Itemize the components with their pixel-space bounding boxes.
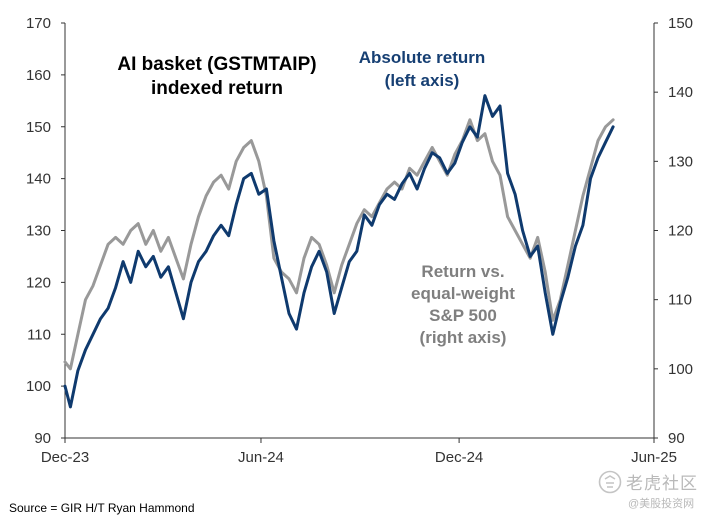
chart-series xyxy=(63,94,615,409)
chart-subtitle: indexed return xyxy=(151,78,283,99)
right-tick-label: 130 xyxy=(668,153,693,170)
absolute-return-axis-note: (left axis) xyxy=(385,71,460,90)
relative-return-label-line2: equal-weight xyxy=(411,284,515,303)
chart-area: 90 100 110 120 130 140 150 160 170 90 100 110 120 130… xyxy=(26,15,693,466)
absolute-return-label: Absolute return xyxy=(359,48,486,67)
right-tick-label: 110 xyxy=(668,292,692,309)
left-tick-label: 90 xyxy=(34,430,51,447)
absolute-return-line xyxy=(63,94,615,409)
chart-axes: 90 100 110 120 130 140 150 160 170 90 100 110 120 130… xyxy=(26,15,693,466)
left-tick-label: 170 xyxy=(26,15,51,32)
right-tick-label: 140 xyxy=(668,84,693,101)
watermark-subtext: @美股投资网 xyxy=(628,498,695,510)
tiger-logo-icon xyxy=(598,470,622,494)
relative-return-label-line3: S&P 500 xyxy=(429,306,497,325)
x-tick-label: Dec-23 xyxy=(41,449,89,466)
source-note: Source = GIR H/T Ryan Hammond xyxy=(9,501,195,515)
x-tick-label: Jun-24 xyxy=(238,449,284,466)
relative-return-axis-note: (right axis) xyxy=(420,328,507,347)
left-tick-label: 100 xyxy=(26,378,51,395)
right-tick-label: 120 xyxy=(668,223,693,240)
x-tick-label: Dec-24 xyxy=(435,449,483,466)
right-tick-label: 150 xyxy=(668,15,693,32)
relative-return-line xyxy=(63,118,615,371)
watermark-brand: 老虎社区 xyxy=(626,474,698,493)
right-tick-label: 90 xyxy=(668,430,685,447)
watermark: 老虎社区 @美股投资网 xyxy=(598,468,708,516)
right-tick-label: 100 xyxy=(668,361,693,378)
line-chart: 90 100 110 120 130 140 150 160 170 90 100 110 120 130… xyxy=(26,15,693,466)
x-tick-label: Jun-25 xyxy=(631,449,677,466)
chart-title: AI basket (GSTMTAIP) xyxy=(117,54,316,75)
left-tick-label: 140 xyxy=(26,171,51,188)
left-tick-label: 160 xyxy=(26,67,51,84)
left-tick-label: 110 xyxy=(27,326,51,343)
left-tick-label: 150 xyxy=(26,119,51,136)
left-tick-label: 130 xyxy=(26,223,51,240)
chart-annotations: AI basket (GSTMTAIP) indexed return Abso… xyxy=(117,48,515,347)
relative-return-label-line1: Return vs. xyxy=(421,262,504,281)
left-tick-label: 120 xyxy=(26,274,51,291)
